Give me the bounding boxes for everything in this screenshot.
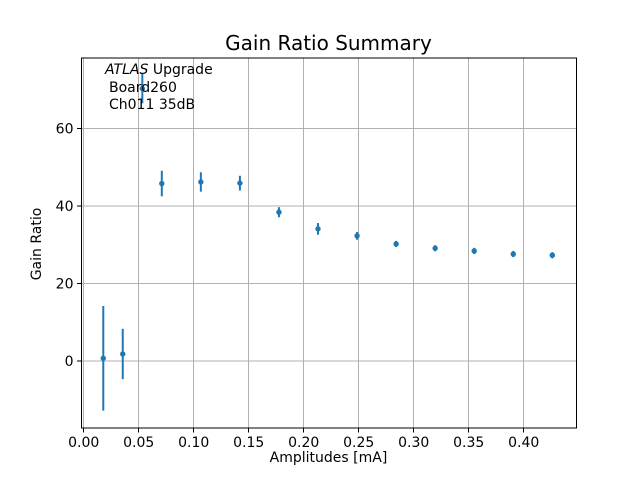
y-axis-label: Gain Ratio — [29, 207, 45, 281]
x-tick-label: 0.40 — [508, 435, 539, 451]
data-point-marker — [100, 355, 106, 361]
y-tick-label: 20 — [56, 276, 74, 292]
y-tick-label: 0 — [65, 354, 74, 370]
plot-area-border — [81, 57, 577, 429]
annotation-board-id: Board260 — [109, 79, 177, 96]
x-tick-label: 0.10 — [178, 435, 209, 451]
annotation-block: ATLAS Upgrade Board260 Ch011 35dB — [105, 62, 213, 115]
chart-title: Gain Ratio Summary — [225, 31, 432, 55]
data-point-marker — [198, 179, 204, 185]
data-point-marker — [432, 245, 438, 251]
y-tick-label: 40 — [56, 199, 74, 215]
data-point-marker — [237, 180, 243, 186]
data-point-marker — [159, 180, 165, 187]
data-point-marker — [471, 248, 477, 254]
data-point-marker — [393, 241, 399, 247]
x-tick-label: 0.25 — [343, 435, 374, 451]
data-point-marker — [510, 251, 516, 257]
data-point-marker — [549, 252, 555, 258]
annotation-experiment-name: ATLAS — [105, 62, 149, 78]
x-tick-label: 0.00 — [68, 435, 99, 451]
y-tick-label: 60 — [56, 122, 74, 138]
x-tick-label: 0.30 — [398, 435, 429, 451]
x-tick-label: 0.20 — [288, 435, 319, 451]
data-point-marker — [276, 209, 282, 215]
data-point-marker — [120, 351, 126, 357]
data-point-marker — [354, 233, 360, 239]
x-tick-label: 0.05 — [123, 435, 154, 451]
annotation-channel-id: Ch011 35dB — [109, 97, 196, 113]
annotation-experiment-suffix: Upgrade — [148, 62, 213, 78]
annotation-line-1: ATLAS Upgrade — [105, 62, 213, 80]
data-point-marker — [139, 85, 146, 92]
x-tick-label: 0.35 — [453, 435, 484, 451]
x-axis-label: Amplitudes [mA] — [269, 450, 388, 466]
data-point-marker — [315, 226, 321, 232]
x-tick-label: 0.15 — [233, 435, 264, 451]
